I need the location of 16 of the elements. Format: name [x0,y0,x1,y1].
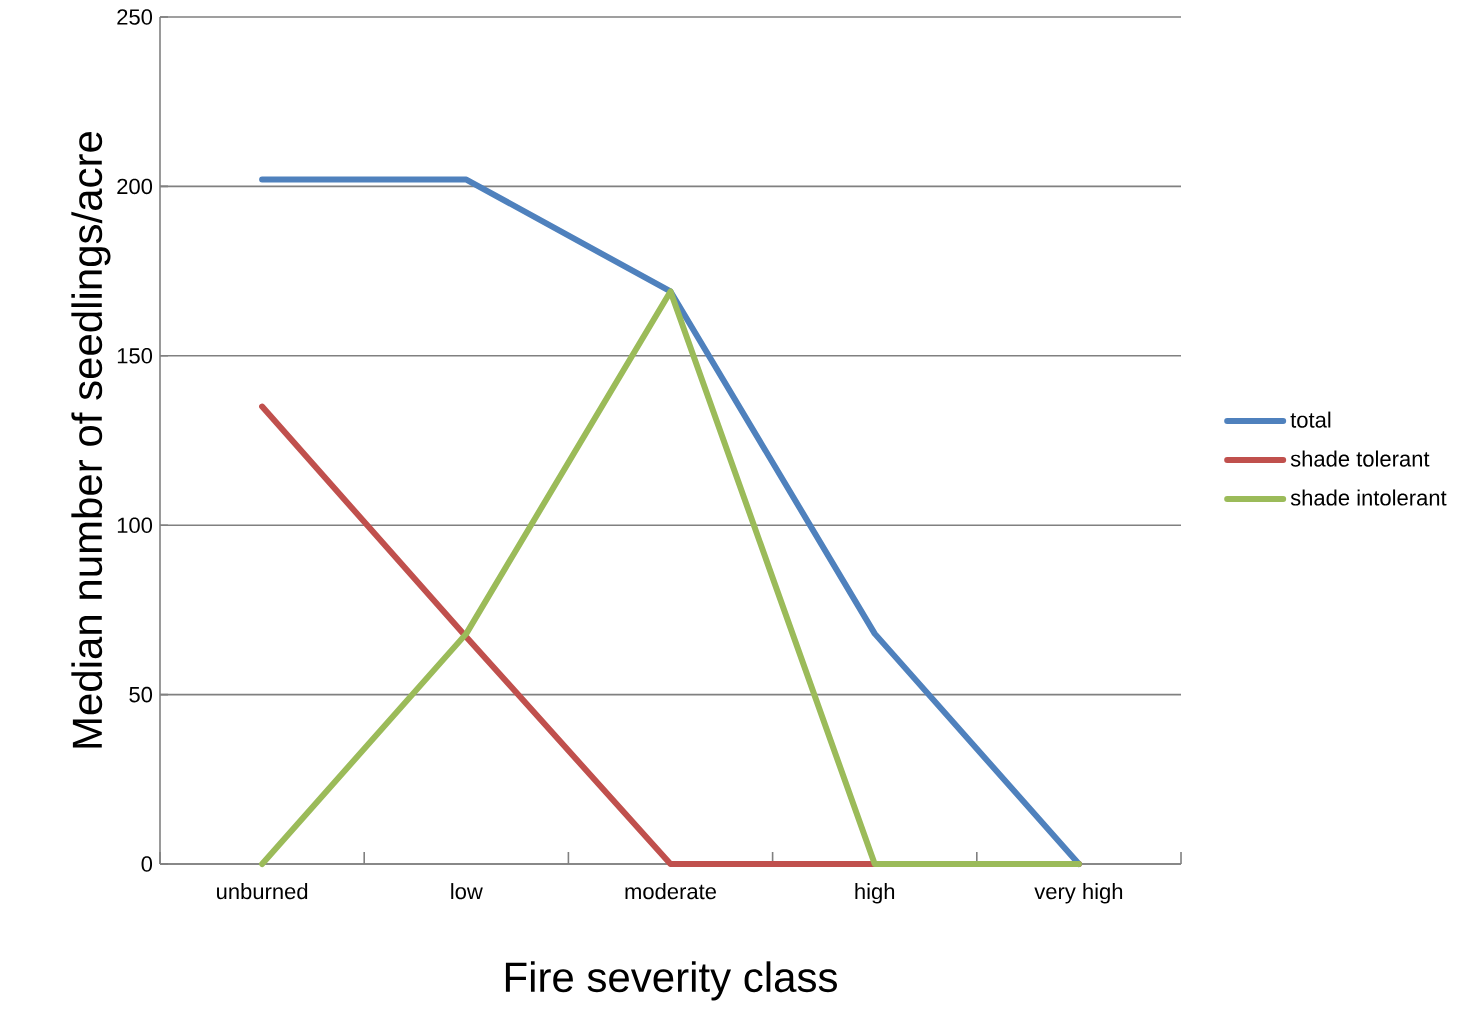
y-tick-label: 0 [141,856,153,872]
x-axis-title: Fire severity class [505,961,837,1001]
legend-label: shade tolerant [1290,450,1430,467]
x-tick-label: very high [1034,883,1123,904]
x-tick-label: high [855,883,895,904]
y-tick-label: 250 [117,9,153,25]
y-tick-label: 50 [129,686,153,703]
x-tick-label: low [451,883,483,900]
y-tick-label: 100 [117,517,153,533]
y-tick-label: 200 [117,178,153,195]
legend-label: total [1290,411,1331,428]
x-tick-label: moderate [625,883,716,900]
y-axis-title: Median number of seedlings/acre [71,131,111,748]
y-tick-label: 150 [117,348,153,364]
legend-label: shade intolerant [1290,489,1447,506]
x-tick-label: unburned [217,883,308,900]
